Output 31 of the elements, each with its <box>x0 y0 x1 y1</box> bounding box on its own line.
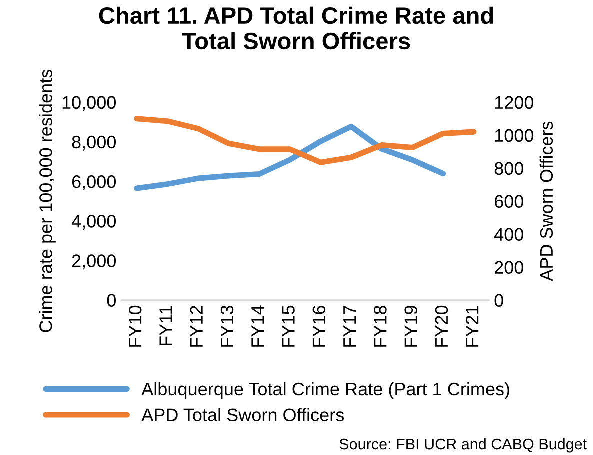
legend-label: APD Total Sworn Officers <box>142 408 344 422</box>
y-axis-title: Crime rate per 100,000 residents <box>39 70 56 332</box>
x-tick-label: FY17 <box>344 306 356 347</box>
y-tick-label: 6,000 <box>72 175 116 190</box>
y-tick-label: 4,000 <box>72 215 116 230</box>
x-tick-label: FY13 <box>220 306 234 347</box>
chart-title: Chart 11. APD Total Crime Rate and Total Sworn Officers <box>99 6 494 50</box>
y2-tick-label: 0 <box>494 294 504 308</box>
x-tick-label: FY18 <box>374 306 387 347</box>
y2-tick-label: 400 <box>494 228 524 242</box>
y2-tick-label: 1000 <box>495 129 534 142</box>
y2-axis-title: APD Sworn Officers <box>540 122 554 282</box>
legend-label: Albuquerque Total Crime Rate (Part 1 Crimes) <box>142 382 510 400</box>
y2-tick-label: 1200 <box>495 96 534 110</box>
x-tick-label: FY21 <box>466 306 479 347</box>
y2-tick-label: 600 <box>495 195 524 208</box>
y2-tick-label: 200 <box>494 261 524 274</box>
y-tick-label: 2,000 <box>72 254 116 270</box>
y-tick-label: 8,000 <box>72 136 116 151</box>
x-tick-label: FY12 <box>190 306 203 347</box>
x-tick-label: FY11 <box>160 306 172 346</box>
x-tick-label: FY10 <box>128 306 142 347</box>
x-tick-label: FY15 <box>282 306 295 347</box>
y-tick-label: 0 <box>107 294 116 308</box>
x-tick-label: FY16 <box>312 306 326 347</box>
source-note: Source: FBI UCR and CABQ Budget <box>340 438 587 453</box>
y2-tick-label: 800 <box>494 162 524 176</box>
x-tick-label: FY14 <box>252 306 264 347</box>
y-tick-label: 10,000 <box>62 96 116 112</box>
x-tick-label: FY19 <box>404 306 418 347</box>
x-tick-label: FY20 <box>435 306 448 347</box>
